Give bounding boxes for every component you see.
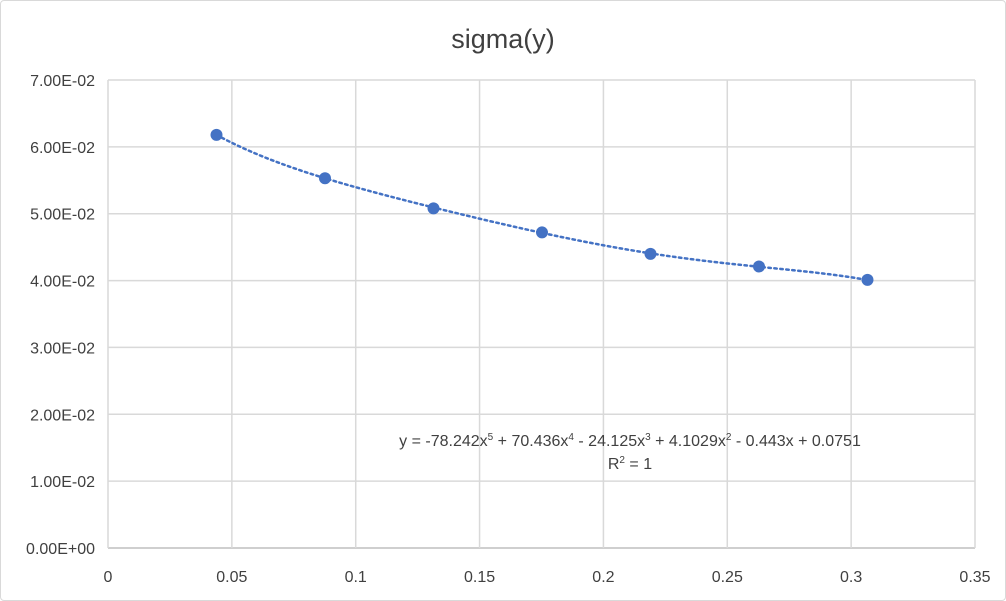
x-tick-label: 0.15 [464,569,495,586]
x-tick-label: 0 [104,569,113,586]
data-point [752,260,765,273]
x-tick-label: 0.3 [840,569,862,586]
data-point [210,128,223,141]
data-points [210,128,874,286]
data-point [535,226,548,239]
trendline [215,133,869,282]
x-tick-labels: 0 0.05 0.1 0.15 0.2 0.25 0.3 0.35 [104,569,991,586]
chart-title: sigma(y) [451,24,555,54]
data-point [644,247,657,260]
gridlines [107,79,976,549]
y-tick-label: 0.00E+00 [26,541,95,558]
y-tick-label: 6.00E-02 [30,140,95,157]
y-tick-labels: 0.00E+00 1.00E-02 2.00E-02 3.00E-02 4.00E-02… [26,73,95,558]
x-tick-label: 0.35 [959,569,990,586]
trendline-r-squared: R2 = 1 [608,455,652,473]
x-tick-label: 0.2 [592,569,614,586]
y-tick-label: 7.00E-02 [30,73,95,90]
x-tick-label: 0.1 [345,569,367,586]
data-point [427,202,440,215]
y-tick-label: 2.00E-02 [30,407,95,424]
y-tick-label: 3.00E-02 [30,340,95,357]
trendline-path [215,133,869,282]
y-tick-label: 5.00E-02 [30,207,95,224]
trendline-equation: y = -78.242x5 + 70.436x4 - 24.125x3 + 4.… [399,432,861,450]
data-point [318,172,331,185]
x-tick-label: 0.25 [712,569,743,586]
x-tick-label: 0.05 [216,569,247,586]
data-point [861,273,874,286]
y-tick-label: 1.00E-02 [30,474,95,491]
y-tick-label: 4.00E-02 [30,274,95,291]
